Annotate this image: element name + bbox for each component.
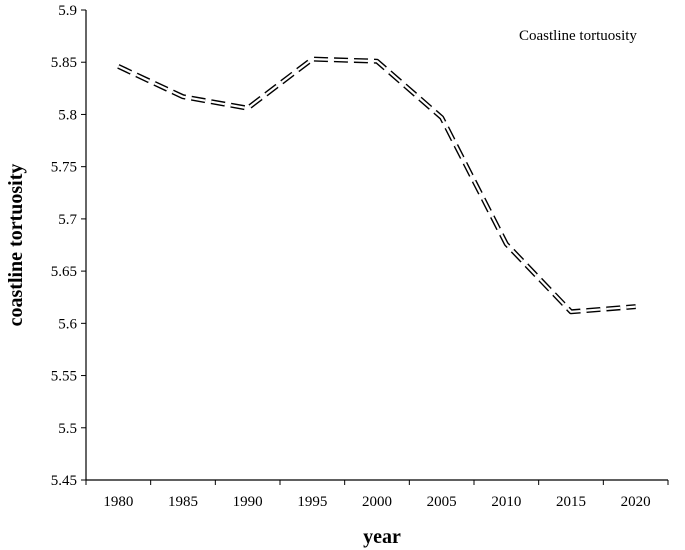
- series-line-inner: [117, 57, 636, 313]
- y-axis-ticks: 5.45 5.5 5.55 5.6 5.65 5.7 5.75 5.8 5.85 5.9: [51, 3, 86, 489]
- y-tick-label: 5.85: [51, 55, 77, 71]
- x-tick-label: 2015: [556, 494, 586, 510]
- x-tick-label: 2005: [427, 494, 457, 510]
- x-tick-label: 1995: [297, 494, 327, 510]
- y-tick-label: 5.6: [58, 316, 77, 332]
- y-tick-label: 5.75: [51, 160, 77, 176]
- series-layer: [117, 56, 636, 315]
- series-line: [117, 56, 636, 315]
- x-tick-label: 1990: [233, 494, 263, 510]
- x-tick-label: 2020: [621, 494, 651, 510]
- legend: Coastline tortuosity: [452, 28, 637, 44]
- x-tick-label: 2010: [491, 494, 521, 510]
- y-tick-label: 5.8: [58, 107, 77, 123]
- y-tick-label: 5.65: [51, 264, 77, 280]
- y-tick-label: 5.45: [51, 473, 77, 489]
- legend-label: Coastline tortuosity: [519, 28, 637, 44]
- y-tick-label: 5.7: [58, 212, 77, 228]
- y-tick-label: 5.9: [58, 3, 77, 19]
- x-tick-label: 1980: [103, 494, 133, 510]
- y-tick-label: 5.5: [58, 421, 77, 437]
- x-tick-label: 2000: [362, 494, 392, 510]
- y-axis-title: coastline tortuosity: [5, 164, 27, 327]
- x-axis-ticks: 1980 1985 1990 1995 2000 2005 2010 2015 2020: [85, 480, 669, 510]
- x-axis-title: year: [363, 526, 401, 548]
- x-tick-label: 1985: [168, 494, 198, 510]
- y-tick-label: 5.55: [51, 369, 77, 385]
